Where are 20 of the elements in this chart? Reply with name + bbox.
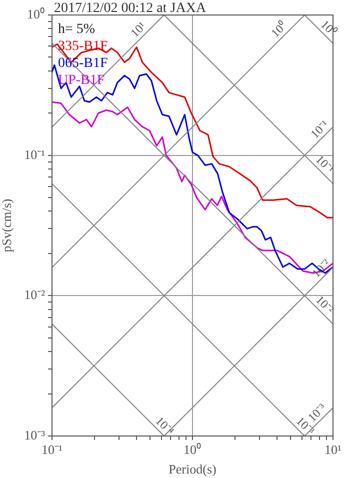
- x-tick-label: 10⁻¹: [42, 442, 63, 458]
- series-label: 065-B1F: [58, 56, 108, 71]
- y-tick-label: 10⁻³: [24, 427, 46, 442]
- annotation: 10⁰: [268, 18, 290, 40]
- y-tick-label: 10⁰: [27, 6, 45, 22]
- annotation: 10⁻²: [309, 256, 334, 280]
- annotation: 10⁰: [318, 17, 340, 38]
- annotation: 10⁻¹: [308, 117, 332, 142]
- annotation: h= 5%: [58, 22, 96, 37]
- y-axis-title: pSv(cm/s): [0, 198, 14, 252]
- x-tick-label: 10⁰: [184, 442, 202, 458]
- x-tick-label: 10¹: [324, 442, 342, 458]
- y-tick-label: 10⁻¹: [24, 146, 46, 162]
- annotation: 10⁻⁴: [152, 414, 177, 438]
- series-label: 335-B1F: [58, 39, 108, 54]
- chart-title: 2017/12/02 00:12 at JAXA: [54, 1, 207, 16]
- y-tick-label: 10⁻²: [24, 287, 46, 302]
- annotation: 10¹: [128, 18, 149, 40]
- x-axis-title: Period(s): [168, 462, 216, 477]
- annotation: 10⁻¹: [313, 152, 338, 176]
